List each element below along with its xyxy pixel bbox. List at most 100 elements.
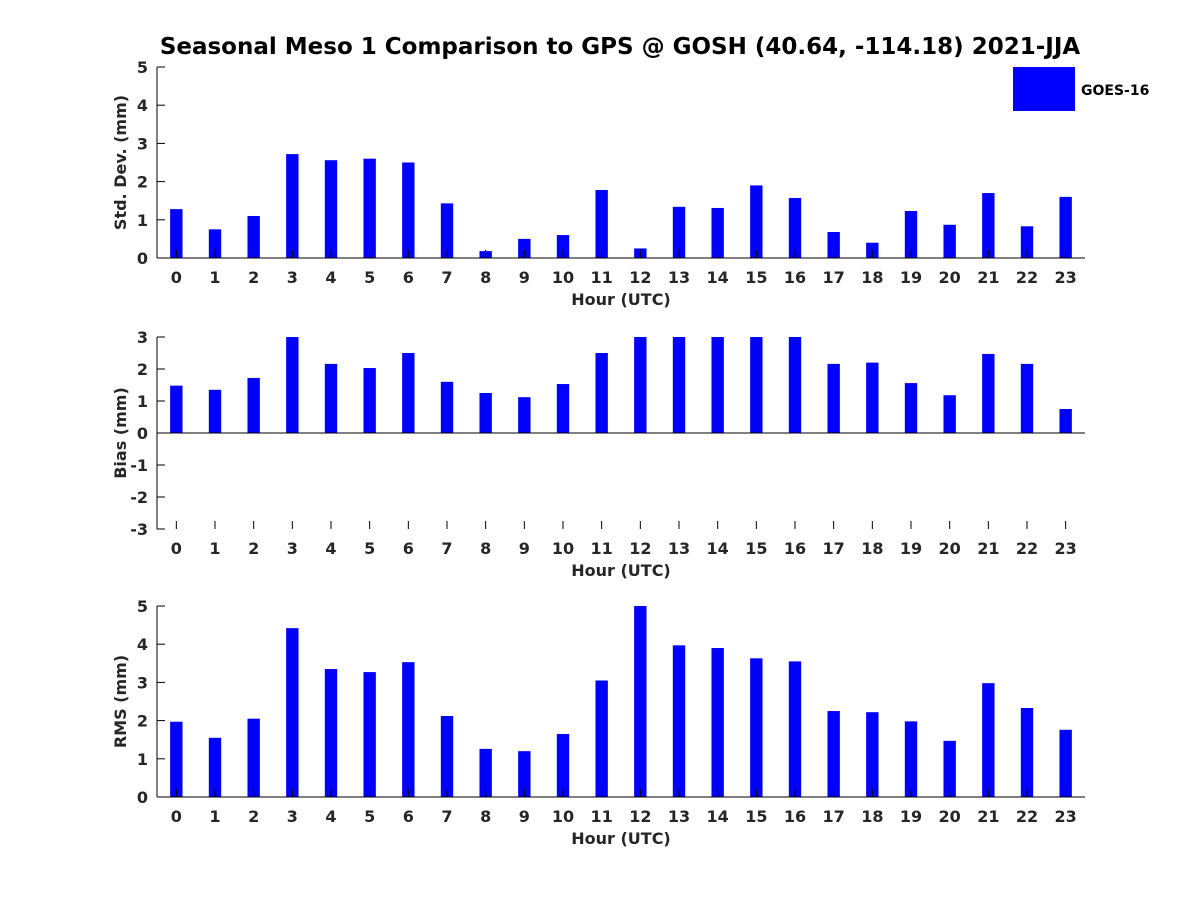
bar-hour-12 xyxy=(634,337,647,433)
x-tick-label: 8 xyxy=(480,539,491,558)
y-tick-label: 2 xyxy=(137,360,148,379)
legend-swatch xyxy=(1013,67,1075,111)
x-tick-label: 4 xyxy=(325,539,336,558)
x-tick-label: 20 xyxy=(939,539,961,558)
bar-hour-8 xyxy=(479,393,492,433)
x-tick-label: 1 xyxy=(209,807,220,826)
bar-hour-5 xyxy=(363,368,376,433)
bar-hour-20 xyxy=(943,224,956,258)
bar-hour-19 xyxy=(904,721,918,797)
bar-hour-7 xyxy=(440,203,454,258)
x-tick-label: 16 xyxy=(784,539,806,558)
x-tick-label: 3 xyxy=(287,268,298,287)
x-tick-label: 10 xyxy=(552,268,574,287)
bar-hour-1 xyxy=(208,389,222,433)
x-tick-label: 13 xyxy=(668,268,690,287)
x-tick-label: 21 xyxy=(977,268,999,287)
bar-hour-6 xyxy=(402,662,415,797)
bar-hour-22 xyxy=(1020,226,1034,258)
figure-title: Seasonal Meso 1 Comparison to GPS @ GOSH… xyxy=(160,34,1081,60)
x-tick-label: 20 xyxy=(939,268,961,287)
bar-hour-8 xyxy=(479,748,492,797)
x-tick-label: 2 xyxy=(248,539,259,558)
x-tick-label: 15 xyxy=(745,539,767,558)
bar-hour-6 xyxy=(402,353,415,433)
x-tick-label: 17 xyxy=(823,807,845,826)
bar-hour-16 xyxy=(788,661,802,797)
x-tick-label: 12 xyxy=(629,539,651,558)
x-tick-label: 17 xyxy=(823,539,845,558)
x-tick-label: 23 xyxy=(1055,807,1077,826)
x-tick-label: 18 xyxy=(861,539,883,558)
bar-hour-22 xyxy=(1020,707,1034,797)
bar-hour-15 xyxy=(750,658,763,797)
bar-hour-21 xyxy=(982,353,995,433)
bar-hour-11 xyxy=(595,680,608,797)
bar-hour-23 xyxy=(1059,729,1072,797)
legend-label: GOES-16 xyxy=(1081,83,1149,99)
bar-hour-10 xyxy=(556,384,570,433)
x-tick-label: 3 xyxy=(287,539,298,558)
y-tick-label: 0 xyxy=(137,249,148,268)
bar-hour-17 xyxy=(827,363,840,433)
y-tick-label: 0 xyxy=(137,424,148,443)
x-tick-label: 15 xyxy=(745,268,767,287)
x-tick-label: 10 xyxy=(552,807,574,826)
x-tick-label: 19 xyxy=(900,268,922,287)
bar-hour-4 xyxy=(324,669,338,797)
y-axis-title: Std. Dev. (mm) xyxy=(111,95,130,230)
bar-hour-1 xyxy=(208,229,222,258)
x-tick-label: 4 xyxy=(325,268,336,287)
bar-hour-21 xyxy=(982,193,995,258)
x-tick-label: 7 xyxy=(441,807,452,826)
x-tick-label: 12 xyxy=(629,268,651,287)
bar-hour-9 xyxy=(518,238,531,258)
x-tick-label: 9 xyxy=(519,539,530,558)
x-tick-label: 23 xyxy=(1055,268,1077,287)
x-tick-label: 14 xyxy=(707,807,729,826)
bar-hour-2 xyxy=(247,377,260,433)
x-tick-label: 23 xyxy=(1055,539,1077,558)
bar-hour-9 xyxy=(518,397,531,433)
x-tick-label: 9 xyxy=(519,268,530,287)
bar-hour-15 xyxy=(750,185,763,258)
bar-hour-19 xyxy=(904,211,918,258)
y-tick-label: 2 xyxy=(137,712,148,731)
y-tick-label: 5 xyxy=(137,58,148,77)
x-tick-label: 3 xyxy=(287,807,298,826)
y-tick-label: 4 xyxy=(137,635,148,654)
x-tick-label: 4 xyxy=(325,807,336,826)
bar-hour-18 xyxy=(866,362,879,433)
bar-hour-17 xyxy=(827,711,840,797)
x-tick-label: 14 xyxy=(707,539,729,558)
y-tick-label: 3 xyxy=(137,673,148,692)
bar-hour-2 xyxy=(247,718,260,797)
bar-hour-10 xyxy=(556,235,570,258)
x-tick-label: 11 xyxy=(591,807,613,826)
x-tick-label: 0 xyxy=(171,807,182,826)
y-tick-label: 3 xyxy=(137,328,148,347)
x-tick-label: 21 xyxy=(977,539,999,558)
x-tick-label: 5 xyxy=(364,807,375,826)
x-tick-label: 7 xyxy=(441,268,452,287)
x-tick-label: 19 xyxy=(900,539,922,558)
x-tick-label: 2 xyxy=(248,807,259,826)
y-tick-label: 1 xyxy=(137,392,148,411)
bar-hour-0 xyxy=(170,385,183,433)
x-tick-label: 22 xyxy=(1016,268,1038,287)
bar-hour-3 xyxy=(286,628,299,797)
bar-hour-1 xyxy=(208,737,222,797)
bar-hour-23 xyxy=(1059,409,1072,433)
x-tick-label: 22 xyxy=(1016,807,1038,826)
x-tick-label: 16 xyxy=(784,807,806,826)
x-tick-label: 15 xyxy=(745,807,767,826)
y-tick-label: -3 xyxy=(130,520,148,539)
x-tick-label: 22 xyxy=(1016,539,1038,558)
x-tick-label: 0 xyxy=(171,268,182,287)
x-axis-title: Hour (UTC) xyxy=(571,561,671,580)
x-tick-label: 21 xyxy=(977,807,999,826)
x-axis-title: Hour (UTC) xyxy=(571,829,671,848)
x-tick-label: 11 xyxy=(591,539,613,558)
